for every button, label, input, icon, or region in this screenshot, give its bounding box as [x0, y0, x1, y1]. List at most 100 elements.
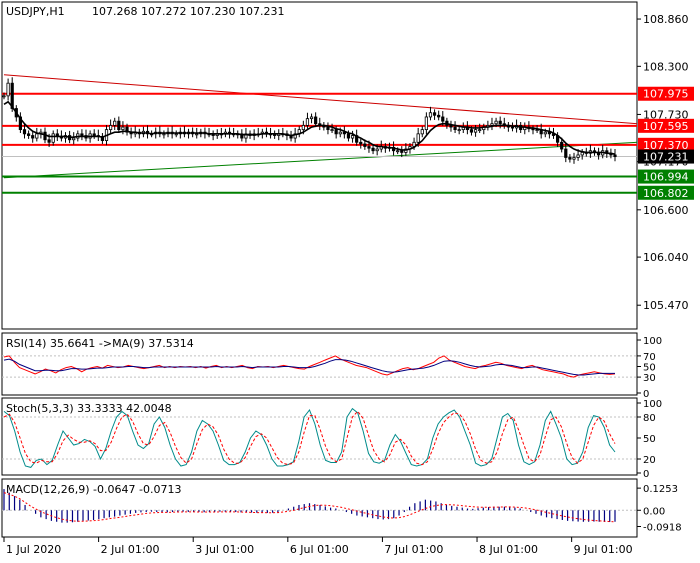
candle-body	[424, 116, 428, 131]
price-tick-label-3: 107.730	[643, 108, 689, 121]
candle-body	[350, 135, 355, 139]
current-price-box	[638, 149, 694, 164]
price-tick-label-2: 108.300	[643, 60, 689, 73]
macd-title: MACD(12,26,9) -0.0647 -0.0713	[6, 483, 181, 496]
level-label-box-1	[638, 86, 694, 101]
candle-body	[441, 116, 445, 122]
macd-signal-line	[3, 492, 616, 523]
candle-body	[432, 112, 437, 116]
price-tick-label-6: 106.040	[643, 251, 689, 264]
candle-body	[47, 139, 51, 143]
candle-body	[510, 126, 515, 129]
candle-body	[314, 116, 318, 125]
stoch-tick-label-4: 20	[643, 455, 656, 466]
candle-body	[572, 157, 576, 160]
price-panel-frame[interactable]	[1, 1, 638, 330]
candle-body	[342, 131, 346, 135]
candle-body	[2, 95, 6, 98]
candle-body	[613, 154, 617, 158]
candle-body	[305, 118, 310, 126]
candle-body	[51, 133, 55, 143]
candle-body	[162, 133, 166, 136]
trendline-1	[3, 74, 638, 125]
time-tick-label-7: 9 Jul 01:00	[574, 543, 633, 556]
time-tick-label-1: 1 Jul 2020	[6, 543, 61, 556]
candle-body	[363, 143, 367, 147]
candle-body	[576, 154, 580, 158]
time-tick-label-4: 6 Jul 01:00	[290, 543, 349, 556]
level-label-4: 106.994	[643, 171, 689, 184]
ohlc-label: 107.268 107.272 107.230 107.231	[92, 5, 284, 18]
level-label-box-4	[638, 169, 694, 184]
candle-body	[113, 120, 117, 126]
candle-body	[490, 123, 494, 126]
current-price-label: 107.231	[643, 151, 689, 164]
candle-body	[543, 131, 547, 135]
level-label-5: 106.802	[643, 187, 689, 200]
candle-body	[330, 129, 334, 132]
candle-body	[35, 133, 39, 139]
candle-body	[326, 126, 330, 131]
candle-body	[18, 116, 23, 131]
trendline-2	[3, 141, 638, 179]
level-label-box-2	[638, 118, 694, 133]
candle-body	[43, 131, 47, 141]
candle-body	[293, 133, 297, 139]
candle-body	[404, 148, 408, 153]
stoch-panel-frame[interactable]	[1, 397, 638, 476]
candle-body	[80, 133, 84, 136]
candle-body	[244, 133, 248, 139]
candle-body	[27, 133, 31, 136]
candle-body	[531, 128, 535, 131]
rsi-title: RSI(14) 35.6641 ->MA(9) 37.5314	[6, 337, 194, 350]
candle-body	[498, 120, 502, 125]
candle-body	[580, 152, 584, 156]
stoch-main-line	[3, 407, 616, 468]
candle-body	[195, 133, 199, 136]
candle-body	[437, 114, 441, 118]
candle-body	[375, 148, 379, 152]
rsi-panel-frame[interactable]	[1, 332, 638, 396]
candle-body	[6, 82, 10, 97]
rsi-tick-label-5: 0	[643, 389, 649, 400]
candle-body	[121, 126, 125, 131]
candle-body	[10, 82, 14, 109]
candle-body	[400, 150, 404, 153]
candle-body	[560, 141, 564, 150]
candle-body	[338, 131, 342, 135]
candle-body	[117, 120, 121, 131]
candle-body	[22, 129, 27, 135]
stoch-tick-label-1: 100	[643, 399, 662, 410]
rsi-tick-label-4: 30	[643, 373, 656, 384]
rsi-tick-label-3: 50	[643, 363, 656, 374]
price-layer	[2, 74, 638, 194]
rsi-ma-line	[3, 358, 615, 376]
candle-body	[109, 125, 113, 131]
rsi-tick-label-1: 100	[643, 336, 662, 347]
stoch-tick-label-2: 80	[643, 413, 656, 424]
candle-body	[92, 133, 96, 136]
candle-body	[428, 112, 433, 118]
rsi-tick-label-2: 70	[643, 352, 656, 363]
candle-body	[31, 135, 35, 139]
candle-body	[359, 141, 363, 145]
candle-body	[174, 133, 178, 136]
candle-body	[469, 129, 474, 133]
stoch-title: Stoch(5,3,3) 33.3333 42.0048	[6, 402, 172, 415]
candle-body	[301, 125, 305, 131]
candle-body	[125, 126, 129, 133]
symbol-label: USDJPY,H1	[6, 5, 65, 18]
candle-body	[396, 150, 400, 153]
level-label-2: 107.595	[643, 120, 689, 133]
stoch-tick-label-5: 0	[643, 469, 649, 480]
candle-body	[457, 129, 461, 132]
macd-tick-label-1: 0.1253	[643, 484, 678, 495]
time-tick-label-3: 3 Jul 01:00	[195, 543, 254, 556]
macd-tick-label-3: -0.0918	[643, 522, 682, 533]
candle-body	[334, 129, 338, 135]
time-tick-label-6: 8 Jul 01:00	[479, 543, 538, 556]
rsi-layer	[2, 355, 637, 378]
axis-layer: 108.860108.300107.730107.170106.600106.0…	[3, 13, 694, 556]
